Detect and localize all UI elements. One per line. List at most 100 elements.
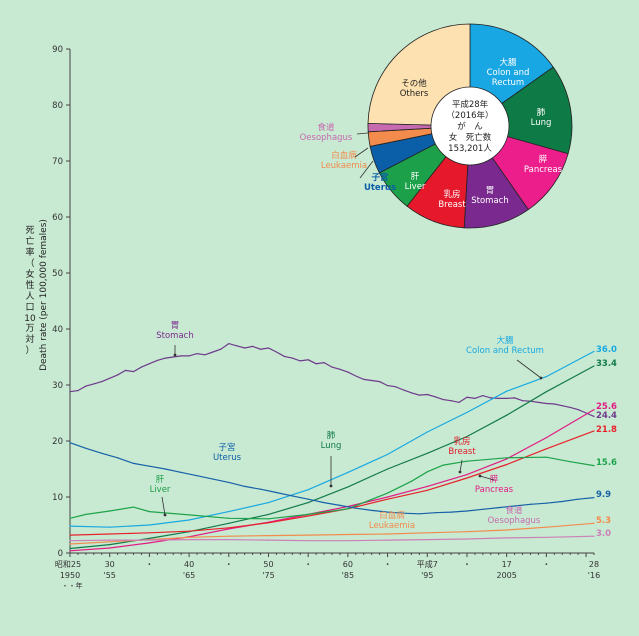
line-label-pointer	[459, 459, 463, 473]
series-point	[386, 533, 389, 535]
line-label-jp: 食道	[505, 505, 523, 516]
x-bottom-label: '55	[104, 571, 116, 580]
y-axis-title-jp-char: 万	[25, 324, 34, 334]
pie-slice-label-jp: 肝	[411, 172, 420, 182]
series-point	[69, 534, 71, 536]
series-point	[188, 355, 190, 357]
series-point	[426, 532, 428, 534]
series-point	[521, 400, 524, 402]
series-line-6	[69, 442, 595, 515]
series-point	[561, 405, 563, 407]
series-point	[307, 534, 309, 536]
pie-slice-label-en: Colon and	[487, 68, 530, 78]
y-axis-title-jp-char: 亡	[25, 235, 34, 247]
series-point	[85, 447, 87, 449]
series-point	[117, 457, 119, 459]
series-point	[386, 498, 389, 500]
series-point	[307, 502, 309, 504]
pie-center-text: 平成28年	[452, 99, 489, 110]
pie-slice-label-en: Uterus	[364, 183, 396, 193]
series-point	[506, 390, 508, 392]
series-point	[188, 514, 190, 516]
x-bottom-label: '85	[342, 571, 354, 580]
y-axis-title-jp-char: 口	[25, 303, 34, 313]
pie-slice-label-jp: 大腸	[499, 57, 517, 68]
series-point	[339, 504, 341, 506]
series-point	[442, 464, 444, 466]
series-point	[386, 468, 389, 470]
series-point	[148, 524, 150, 526]
series-point	[569, 406, 571, 408]
line-label-pointer-head	[458, 470, 462, 474]
series-point	[164, 468, 166, 470]
series-point	[585, 412, 587, 414]
series-point	[506, 463, 508, 466]
series-point	[196, 475, 198, 477]
line-label-en: Pancreas	[475, 485, 514, 495]
line-label-pointer	[479, 475, 495, 481]
line-label-jp: 子宮	[218, 442, 235, 453]
series-point	[109, 541, 111, 543]
series-point	[85, 513, 87, 515]
x-top-label: 50	[263, 560, 273, 569]
series-point	[101, 381, 103, 383]
pie-center-text: が ん	[457, 121, 483, 132]
series-point	[267, 513, 270, 515]
series-point	[228, 481, 230, 484]
series-point	[545, 437, 547, 439]
series-point	[355, 375, 357, 377]
series-point	[537, 401, 540, 403]
series-point	[267, 502, 270, 504]
y-tick-label: 0	[58, 549, 63, 559]
pie-center-text: 153,201人	[448, 144, 492, 154]
x-top-label: 40	[184, 560, 194, 569]
y-axis-title-jp-char: 対	[25, 333, 34, 345]
series-point	[77, 390, 79, 392]
series-point	[498, 397, 500, 400]
series-point	[172, 356, 174, 358]
line-label-pointer	[516, 359, 542, 379]
series-point	[386, 384, 389, 387]
pie-slice-label-en: Breast	[438, 200, 466, 210]
y-axis-title-jp-char: 人	[25, 291, 34, 302]
series-point	[109, 510, 111, 512]
x-dot-separator: ・	[145, 560, 153, 569]
pie-slice-label-en: Oesophagus	[300, 133, 353, 143]
line-label-jp: 大腸	[496, 335, 514, 346]
series-point	[426, 489, 428, 491]
series-point	[482, 508, 484, 510]
series-point	[148, 537, 150, 540]
series-point	[307, 498, 309, 500]
series-end-value-label: 25.6	[596, 402, 617, 412]
x-top-label: 60	[343, 560, 353, 569]
series-point	[593, 430, 595, 432]
series-point	[148, 539, 150, 541]
x-bottom-label: '75	[262, 571, 274, 580]
series-end-value-label: 15.6	[596, 458, 617, 468]
series-point	[212, 478, 214, 480]
pie-slice-label-jp: 乳房	[443, 189, 460, 200]
series-point	[228, 517, 230, 519]
series-point	[148, 363, 150, 365]
series-point	[402, 389, 405, 391]
series-point	[109, 377, 111, 379]
x-era-label-heisei: 平成7	[417, 559, 438, 569]
series-point	[450, 400, 452, 402]
series-point	[69, 517, 71, 519]
line-label-en: Lung	[321, 441, 342, 451]
series-end-value-label: 24.4	[596, 411, 617, 421]
pie-slice-label-jp: 胃	[486, 186, 495, 196]
line-label-en: Breast	[448, 447, 476, 457]
series-point	[506, 458, 508, 460]
line-label-jp: 肺	[327, 431, 336, 441]
series-point	[196, 353, 198, 355]
line-label-pointer-head	[478, 474, 482, 478]
series-point	[156, 359, 158, 361]
series-point	[545, 502, 547, 504]
x-dot-separator: ・	[225, 560, 233, 569]
series-point	[450, 511, 452, 513]
series-point	[545, 376, 547, 378]
line-label-en: Stomach	[156, 331, 193, 341]
y-axis-title-jp-char: （	[25, 258, 34, 269]
